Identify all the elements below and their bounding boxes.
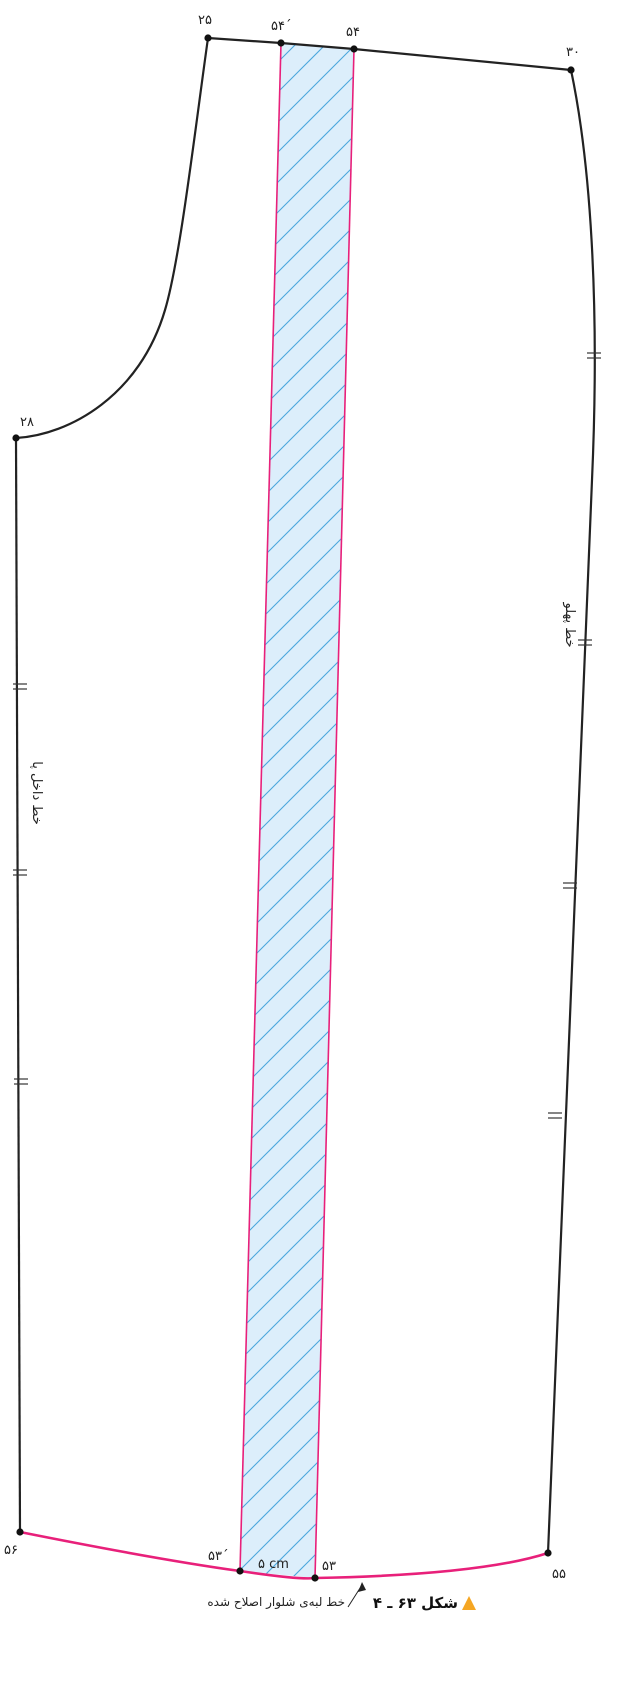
point-label-28: ۲۸	[20, 415, 34, 430]
crotch-curve	[15, 37, 210, 440]
point-label-30: ۳۰	[566, 45, 580, 60]
point-label-25: ۲۵	[198, 13, 212, 28]
caption-triangle-icon	[462, 1596, 476, 1610]
point-label-55: ۵۵	[552, 1567, 566, 1582]
inseam-notches	[13, 683, 28, 1085]
outer-side-label: خط پهلو	[562, 601, 577, 647]
point-label-53-prime: ۵۳ˊ	[208, 1549, 228, 1564]
strip-width-label: ۵ cm	[258, 1557, 289, 1572]
waist-line	[207, 36, 572, 72]
strip-left-line	[239, 42, 282, 1572]
hem-note-label: خط لبه‌ی شلوار اصلاح شده	[207, 1595, 345, 1610]
point-label-56: ۵۶	[4, 1543, 18, 1558]
pattern-points	[12, 34, 575, 1582]
inseam-line	[14, 437, 22, 1533]
corrected-hem-line	[19, 1530, 549, 1580]
hem-note-arrowhead	[358, 1582, 366, 1592]
side-seam-line	[546, 69, 596, 1554]
strip-right-line	[314, 48, 355, 1579]
point-label-54-prime: ۵۴ˊ	[271, 19, 291, 34]
inner-leg-label: خط داخل پا	[29, 761, 44, 825]
point-label-54: ۵۴	[346, 25, 360, 40]
point-label-53: ۵۳	[322, 1559, 336, 1574]
figure-caption: شکل ۶۳ ـ ۴	[373, 1594, 458, 1612]
hatched-strip-fill	[240, 43, 354, 1578]
side-notches	[548, 352, 601, 1119]
